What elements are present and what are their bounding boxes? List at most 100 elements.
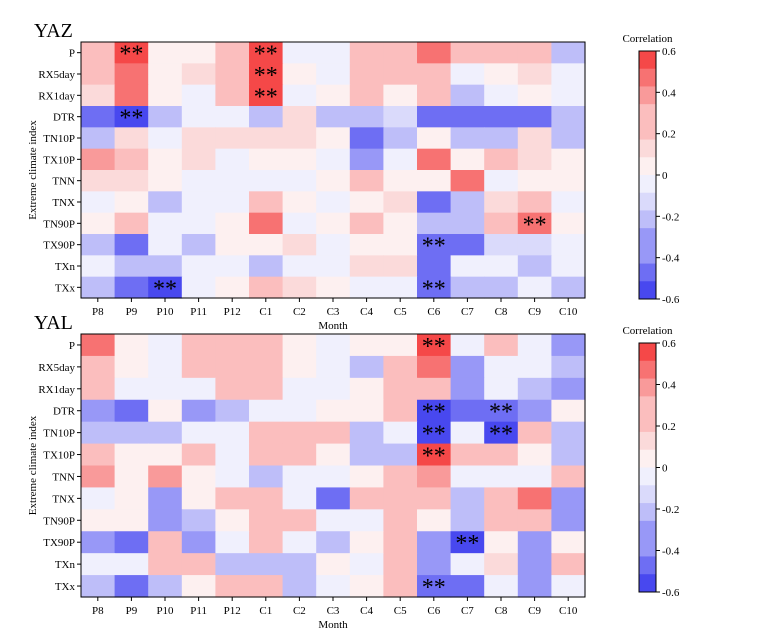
heatmap-cell bbox=[181, 255, 216, 278]
heatmap-cell bbox=[181, 276, 216, 299]
heatmap-cell bbox=[282, 443, 317, 467]
heatmap-cell bbox=[349, 63, 384, 86]
x-tick-label: C7 bbox=[461, 306, 474, 318]
heatmap-cell bbox=[450, 63, 485, 86]
colorbar-band bbox=[639, 538, 656, 557]
heatmap-cell bbox=[114, 465, 149, 489]
heatmap-cell bbox=[484, 84, 519, 107]
heatmap-cell bbox=[484, 377, 519, 401]
colorbar-band bbox=[639, 210, 656, 229]
colorbar-band bbox=[639, 574, 656, 593]
heatmap-cell bbox=[81, 421, 116, 445]
heatmap-cell bbox=[551, 553, 586, 576]
heatmap-cell bbox=[148, 334, 183, 357]
heatmap-cell bbox=[316, 191, 351, 214]
y-tick-label: DTR bbox=[53, 406, 76, 418]
x-tick-label: C8 bbox=[495, 306, 508, 318]
heatmap-cell bbox=[114, 106, 149, 128]
heatmap-cell bbox=[484, 334, 519, 357]
heatmap-cell bbox=[517, 399, 552, 423]
y-tick-label: TNX bbox=[52, 197, 75, 209]
heatmap-cell bbox=[249, 170, 284, 192]
heatmap-cell bbox=[215, 84, 250, 107]
heatmap-cell bbox=[417, 487, 452, 510]
x-tick-label: C3 bbox=[327, 306, 340, 318]
heatmap-cell bbox=[282, 170, 317, 192]
heatmap-cell bbox=[148, 84, 183, 107]
heatmap-cell bbox=[383, 276, 418, 299]
colorbar-band bbox=[639, 556, 656, 575]
heatmap-cell bbox=[316, 509, 351, 532]
heatmap-cell bbox=[181, 234, 216, 256]
heatmap-cell bbox=[484, 509, 519, 532]
heatmap-cell bbox=[114, 399, 149, 423]
heatmap-cell bbox=[551, 531, 586, 554]
x-tick-label: C10 bbox=[559, 306, 578, 318]
y-tick-label: TX90P bbox=[43, 537, 75, 549]
heatmap-cell bbox=[215, 106, 250, 128]
heatmap-cell bbox=[349, 487, 384, 510]
heatmap-cell bbox=[450, 106, 485, 128]
heatmap-cell bbox=[249, 355, 284, 379]
x-tick-label: C5 bbox=[394, 605, 407, 617]
heatmap-cell bbox=[517, 212, 552, 235]
heatmap-cell bbox=[316, 531, 351, 554]
heatmap-cell bbox=[81, 255, 116, 278]
heatmap-cell bbox=[249, 63, 284, 86]
heatmap-cell bbox=[316, 63, 351, 86]
heatmap-cell bbox=[114, 212, 149, 235]
heatmap-cell bbox=[181, 377, 216, 401]
heatmap-cell bbox=[249, 399, 284, 423]
heatmap-cell bbox=[249, 255, 284, 278]
heatmap-cell bbox=[181, 509, 216, 532]
heatmap-cell bbox=[316, 255, 351, 278]
heatmap-cell bbox=[316, 84, 351, 107]
heatmap-cell bbox=[148, 191, 183, 214]
y-tick-label: TN90P bbox=[43, 218, 75, 230]
heatmap-cell bbox=[249, 465, 284, 489]
colorbar-band bbox=[639, 139, 656, 158]
heatmap-cell bbox=[484, 127, 519, 150]
heatmap-cell bbox=[181, 355, 216, 379]
colorbar-tick-label: 0 bbox=[662, 463, 668, 475]
x-tick-label: C4 bbox=[360, 306, 373, 318]
heatmap-cell bbox=[148, 106, 183, 128]
significance-marker: ** bbox=[254, 84, 278, 110]
heatmap-cell bbox=[551, 421, 586, 445]
heatmap-cell bbox=[484, 191, 519, 214]
heatmap-cell bbox=[215, 234, 250, 256]
heatmap-cell bbox=[349, 575, 384, 598]
colorbar-band bbox=[639, 86, 656, 105]
heatmap-cell bbox=[181, 63, 216, 86]
x-tick-label: C1 bbox=[259, 306, 272, 318]
heatmap-cell bbox=[148, 377, 183, 401]
heatmap-cell bbox=[450, 465, 485, 489]
colorbar-tick-label: 0.6 bbox=[662, 46, 676, 58]
heatmap-cell bbox=[316, 42, 351, 64]
heatmap-cell bbox=[316, 355, 351, 379]
x-tick-label: C5 bbox=[394, 306, 407, 318]
x-tick-label: C1 bbox=[259, 605, 272, 617]
heatmap-cell bbox=[114, 255, 149, 278]
heatmap-cell bbox=[551, 575, 586, 598]
heatmap-cell bbox=[148, 399, 183, 423]
colorbar-tick-label: -0.2 bbox=[662, 211, 679, 223]
heatmap-cell bbox=[181, 443, 216, 467]
heatmap-cell bbox=[484, 465, 519, 489]
heatmap-cell bbox=[316, 377, 351, 401]
colorbar-tick-label: 0 bbox=[662, 170, 668, 182]
heatmap-cell bbox=[517, 276, 552, 299]
heatmap-cell bbox=[484, 170, 519, 192]
heatmap-cell bbox=[349, 553, 384, 576]
heatmap-cell bbox=[517, 127, 552, 150]
heatmap-cell bbox=[215, 355, 250, 379]
heatmap-cell bbox=[417, 63, 452, 86]
heatmap-cell bbox=[349, 399, 384, 423]
heatmap-cell bbox=[349, 84, 384, 107]
heatmap-cell bbox=[215, 276, 250, 299]
colorbar-tick-label: 0.4 bbox=[662, 87, 676, 99]
panel-title: YAL bbox=[34, 312, 73, 334]
heatmap-cell bbox=[517, 234, 552, 256]
heatmap-cell bbox=[148, 487, 183, 510]
colorbar-band bbox=[639, 104, 656, 123]
